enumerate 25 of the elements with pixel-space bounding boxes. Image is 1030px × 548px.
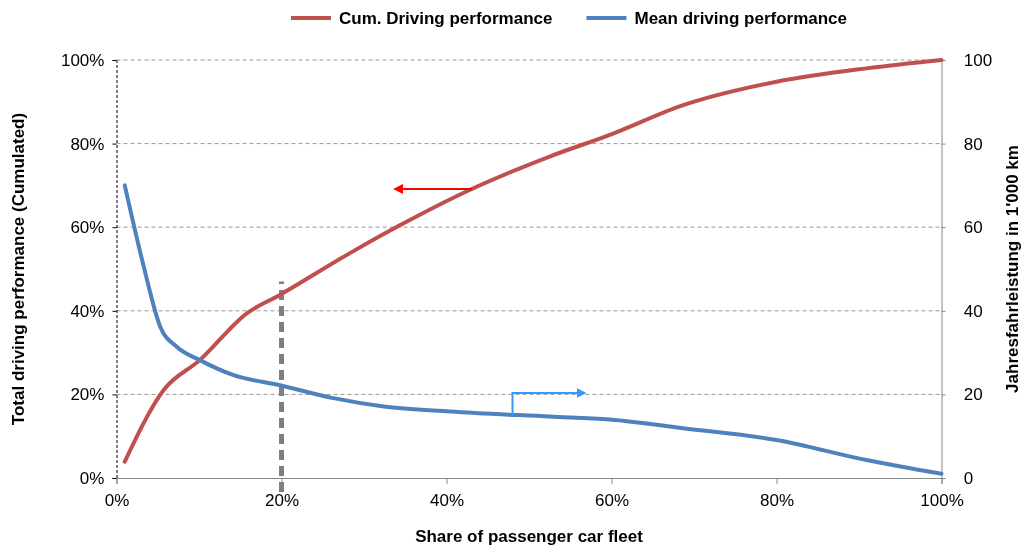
y-tick-label: 60% (70, 218, 105, 238)
y-tick-label: 100% (60, 50, 105, 70)
legend-label: Cum. Driving performance (338, 9, 553, 28)
legend-label: Mean driving performance (634, 9, 848, 28)
line-series (122, 183, 944, 476)
y2-tick-label: 60 (963, 218, 983, 238)
y2-tick-label: 100 (963, 50, 993, 70)
y-tick-label: 20% (70, 385, 105, 405)
y2-tick-label: 40 (963, 301, 983, 321)
y-tick-label: 0% (79, 468, 105, 488)
y2-tick-label: 0 (963, 468, 974, 488)
y2-axis-title: Jahresfahrleistung in 1'000 km (1003, 145, 1022, 393)
y-tick-label: 40% (70, 301, 105, 321)
x-tick-label: 0% (104, 490, 130, 510)
y-axis-title: Total driving performance (Cumulated) (9, 112, 28, 426)
y2-tick-label: 20 (963, 385, 983, 405)
y2-tick-label: 80 (963, 134, 983, 154)
line-series (122, 58, 944, 464)
x-axis-title: Share of passenger car fleet (415, 527, 644, 546)
x-tick-label: 40% (429, 490, 465, 510)
x-tick-label: 100% (920, 490, 964, 510)
x-tick-label: 20% (264, 490, 300, 510)
x-tick-label: 80% (759, 490, 795, 510)
y-tick-label: 80% (70, 134, 105, 154)
x-tick-label: 60% (594, 490, 630, 510)
